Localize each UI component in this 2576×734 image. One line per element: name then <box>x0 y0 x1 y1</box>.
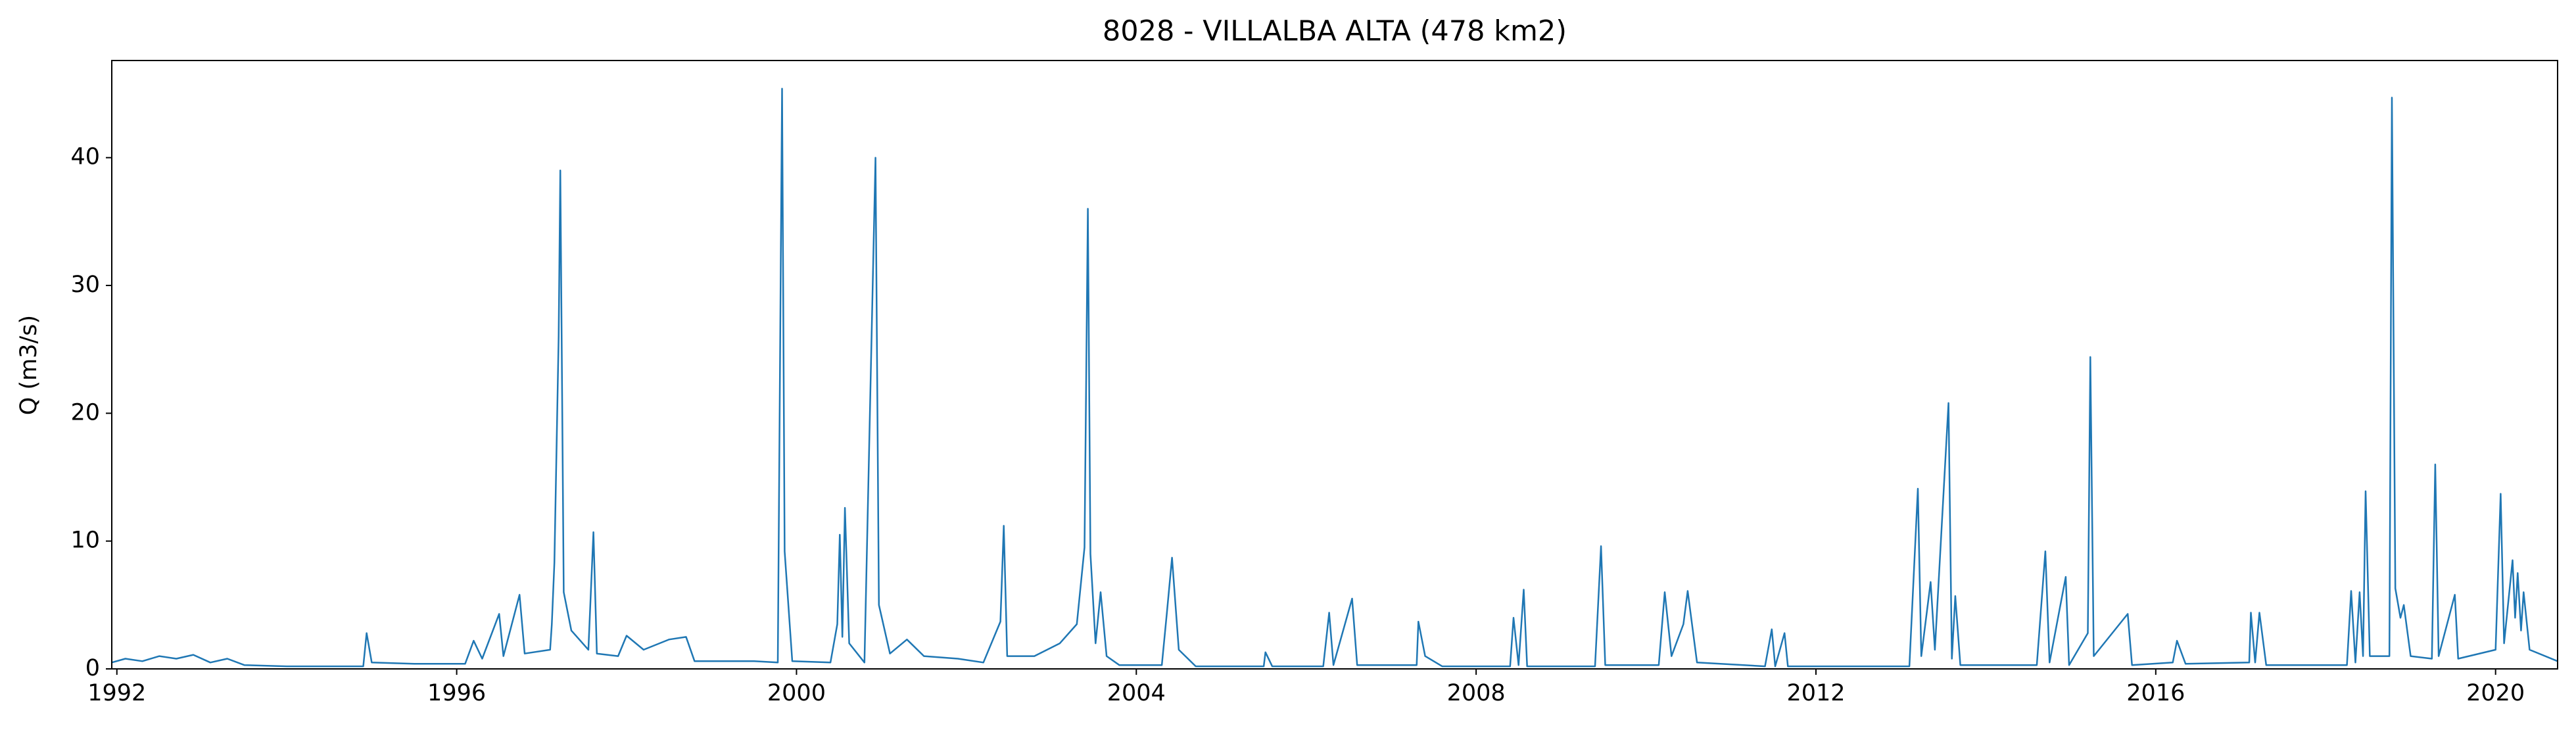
x-tick-label: 2004 <box>1107 680 1166 706</box>
x-tick-label: 2008 <box>1447 680 1506 706</box>
x-tick-label: 1992 <box>87 680 146 706</box>
chart-title: 8028 - VILLALBA ALTA (478 km2) <box>1103 15 1567 48</box>
x-tick-label: 2012 <box>1786 680 1845 706</box>
flow-line <box>111 87 2558 668</box>
x-tick-label: 2020 <box>2466 680 2525 706</box>
plot-frame <box>111 60 2558 670</box>
y-tick-label: 30 <box>70 272 100 298</box>
y-tick-label: 10 <box>70 527 100 554</box>
y-tick-label: 40 <box>70 144 100 170</box>
x-tick-label: 2000 <box>767 680 826 706</box>
y-axis-label: Q (m3/s) <box>16 315 42 415</box>
y-tick-label: 0 <box>85 655 100 681</box>
x-tick-label: 2016 <box>2126 680 2185 706</box>
x-tick-label: 1996 <box>427 680 486 706</box>
y-tick-label: 20 <box>70 399 100 426</box>
